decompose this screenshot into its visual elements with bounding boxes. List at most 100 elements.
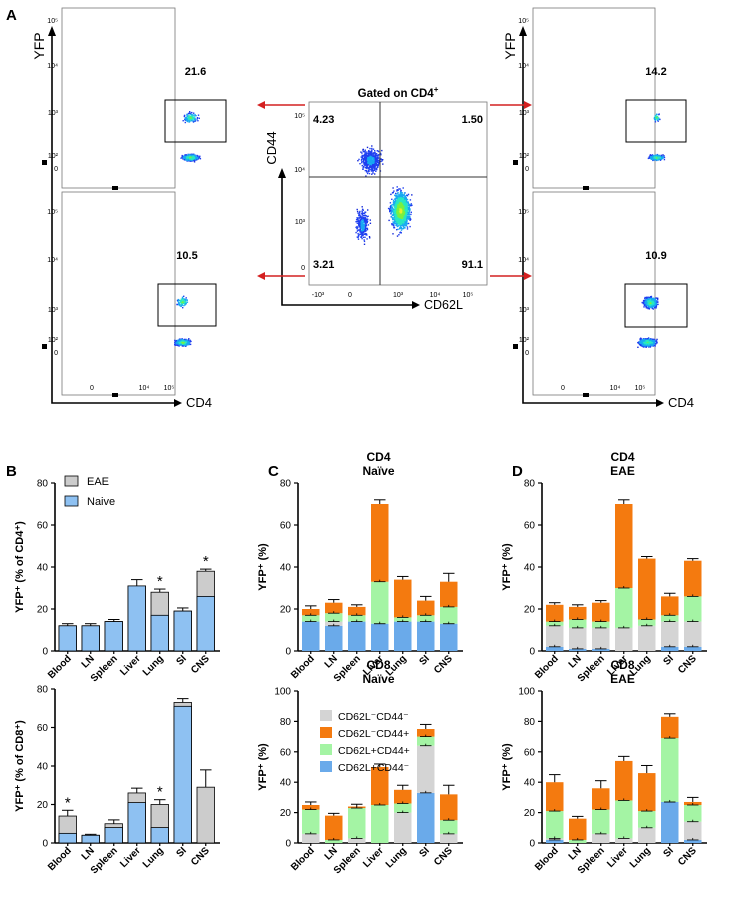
event-dot <box>658 113 660 116</box>
panel-letter-A: A <box>6 7 17 24</box>
event-dot <box>183 295 185 297</box>
event-dot <box>400 232 402 234</box>
event-dot <box>193 158 195 161</box>
gate-box <box>164 99 227 143</box>
event-dot <box>189 120 191 122</box>
event-dot <box>644 300 646 303</box>
event-dot <box>396 223 398 226</box>
event-dot <box>405 225 408 227</box>
event-dot <box>398 207 400 209</box>
event-dot <box>398 210 400 212</box>
event-dot <box>657 301 659 303</box>
event-dot <box>178 340 180 343</box>
event-dot <box>396 189 398 191</box>
event-dot <box>361 154 363 157</box>
event-dot <box>642 302 644 305</box>
event-dot <box>405 208 408 210</box>
event-dot <box>181 298 183 300</box>
event-dot <box>396 193 398 195</box>
event-dot <box>395 197 397 200</box>
event-dot <box>395 208 397 211</box>
event-dot <box>402 217 404 219</box>
event-dot <box>396 207 398 210</box>
event-dot <box>191 159 193 162</box>
event-dot <box>400 213 402 216</box>
event-dot <box>400 205 402 207</box>
event-dot <box>372 169 375 172</box>
event-dot <box>368 163 371 165</box>
event-dot <box>178 342 181 344</box>
event-dot <box>656 119 659 121</box>
event-dot <box>183 302 185 305</box>
event-dot <box>391 207 394 210</box>
event-dot <box>183 159 186 161</box>
event-dot <box>362 166 364 169</box>
event-dot <box>397 209 399 211</box>
event-dot <box>372 156 375 158</box>
event-dot <box>378 163 380 165</box>
event-dot <box>644 296 646 299</box>
event-dot <box>660 154 663 157</box>
event-dot <box>194 117 196 119</box>
event-dot <box>178 303 180 305</box>
event-dot <box>401 202 404 204</box>
event-dot <box>656 153 659 156</box>
event-dot <box>406 207 408 209</box>
event-dot <box>181 341 184 344</box>
event-dot <box>397 201 399 203</box>
event-dot <box>403 216 405 218</box>
event-dot <box>374 166 377 168</box>
event-dot <box>646 299 649 301</box>
event-dot <box>408 212 410 214</box>
event-dot <box>404 198 406 200</box>
event-dot <box>361 152 363 154</box>
event-dot <box>653 299 656 301</box>
event-dot <box>375 170 377 172</box>
event-dot <box>366 218 368 220</box>
event-dot <box>192 157 194 159</box>
event-dot <box>402 219 404 221</box>
event-dot <box>370 167 372 169</box>
event-dot <box>395 218 398 221</box>
event-dot <box>191 115 193 117</box>
event-dot <box>188 119 190 122</box>
event-dot <box>395 217 397 220</box>
event-dot <box>392 218 394 221</box>
event-dot <box>186 339 188 341</box>
event-dot <box>364 149 366 151</box>
event-dot <box>650 158 652 160</box>
event-dot <box>392 191 394 194</box>
event-dot <box>657 117 659 119</box>
event-dot <box>404 203 406 205</box>
event-dot <box>185 154 187 156</box>
axis-marker <box>112 186 118 190</box>
event-dot <box>174 343 176 346</box>
event-dot <box>409 217 411 219</box>
event-dot <box>367 151 370 153</box>
event-dot <box>649 298 651 300</box>
event-dot <box>394 200 397 202</box>
event-dot <box>392 223 394 225</box>
event-dot <box>399 227 401 229</box>
event-dot <box>655 341 658 343</box>
event-dot <box>365 171 368 173</box>
event-dot <box>374 162 376 165</box>
event-dot <box>657 158 659 160</box>
event-dot <box>184 119 187 121</box>
x-tick-label: 0 <box>561 385 565 392</box>
event-dot <box>648 344 650 347</box>
event-dot <box>175 339 178 342</box>
event-dot <box>399 211 401 213</box>
event-dot <box>646 297 649 299</box>
event-dot <box>388 219 390 222</box>
event-dot <box>657 120 659 122</box>
event-dot <box>410 213 412 216</box>
event-dot <box>178 302 181 304</box>
event-dot <box>403 226 405 228</box>
event-dot <box>651 307 654 309</box>
y-tick-label: 10³ <box>48 307 59 314</box>
event-dot <box>400 190 402 192</box>
event-dot <box>189 156 192 159</box>
event-dot <box>404 224 407 226</box>
event-dot <box>396 200 399 202</box>
